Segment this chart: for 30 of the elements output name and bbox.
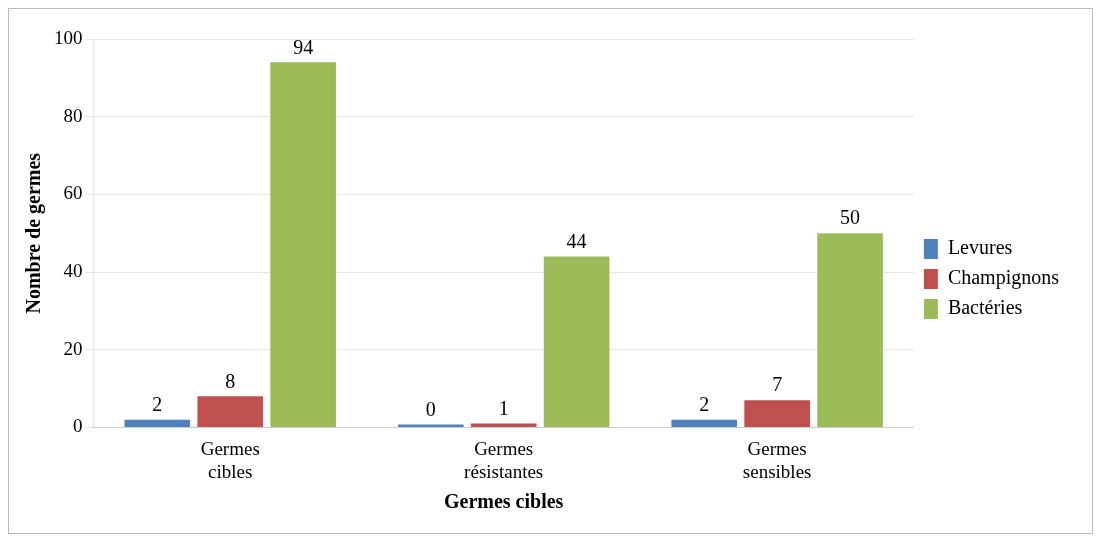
y-tick-label: 0 [73, 415, 83, 437]
data-label: 1 [498, 396, 509, 419]
bar [671, 419, 738, 427]
y-tick-label: 100 [54, 26, 83, 48]
data-label: 50 [840, 206, 861, 229]
legend-label: Levures [947, 236, 1013, 259]
x-tick-label: Germes sensibles [742, 437, 812, 482]
bar [124, 419, 191, 427]
bar [744, 400, 810, 427]
x-tick-label: Germes résistantes [464, 437, 544, 482]
legend-label: Champignons [947, 266, 1060, 290]
y-tick-label: 80 [63, 104, 83, 126]
data-label: 8 [225, 369, 236, 392]
data-label: 44 [566, 229, 587, 252]
data-label: 94 [293, 35, 314, 58]
x-tick-label: Germes cibles [200, 437, 260, 482]
y-tick-label: 40 [63, 260, 83, 282]
bar [197, 396, 264, 427]
data-label: 2 [152, 392, 163, 415]
bar [543, 256, 610, 427]
data-label: 7 [772, 373, 783, 396]
legend-label: Bactéries [947, 296, 1023, 319]
x-axis-title: Germes cibles [443, 490, 564, 513]
data-label: 0 [425, 397, 436, 420]
y-tick-label: 60 [63, 182, 83, 204]
y-axis-title: Nombre de germes [22, 152, 46, 314]
bar [270, 62, 336, 427]
y-tick-label: 20 [63, 337, 83, 359]
bar [817, 233, 883, 427]
data-label: 2 [699, 392, 710, 415]
